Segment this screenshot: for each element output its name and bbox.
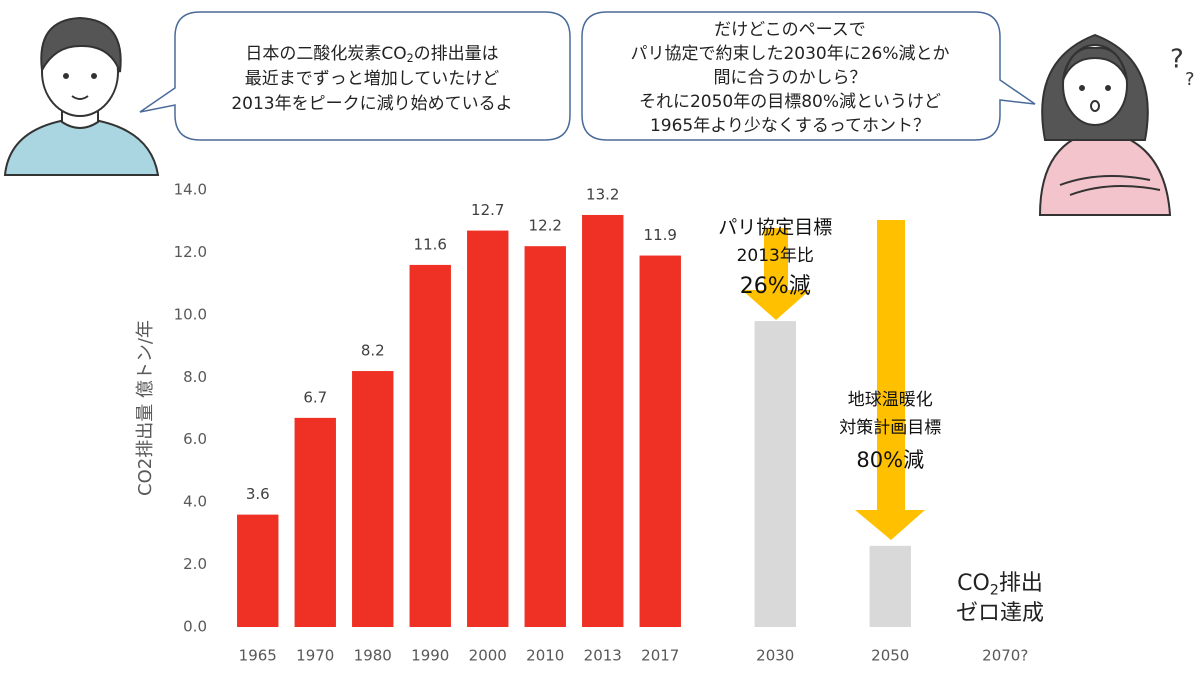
- y-tick-label: 2.0: [183, 555, 207, 573]
- bar: [582, 214, 624, 627]
- text-part: の排出量は: [414, 44, 499, 64]
- data-label: 11.6: [414, 235, 447, 253]
- x-tick-label: 2010: [526, 647, 564, 665]
- arrow: [855, 220, 925, 540]
- arrow: [742, 228, 810, 320]
- bar: [352, 371, 394, 627]
- data-label: 12.7: [471, 201, 504, 219]
- y-axis-label: CO2排出量 億トン/年: [135, 320, 156, 496]
- x-tick-label: 2000: [469, 647, 507, 665]
- annotation: 26%減: [740, 274, 811, 299]
- data-label: 11.9: [644, 226, 677, 244]
- annotation: パリ協定目標: [718, 217, 832, 239]
- bar: [869, 545, 911, 627]
- bubble-text: 2013年をピークに減り始めているよ: [231, 94, 512, 114]
- subscript: 2: [407, 52, 414, 65]
- text-part: CO: [957, 571, 990, 596]
- x-tick-label: 2017: [641, 647, 679, 665]
- text-part: 日本の二酸化炭素CO: [245, 44, 406, 64]
- bubble-text: だけどこのペースで: [714, 20, 866, 40]
- person-left: [3, 16, 160, 176]
- bar: [237, 514, 279, 627]
- bar: [754, 321, 796, 627]
- y-tick-label: 10.0: [174, 305, 207, 323]
- x-tick-label: 1990: [411, 647, 449, 665]
- bubble-text: それに2050年の目標80%減というけど: [639, 92, 941, 112]
- annotation: ゼロ達成: [956, 601, 1044, 626]
- y-tick-label: 12.0: [174, 243, 207, 261]
- svg-text:?: ?: [1170, 45, 1184, 75]
- annotation: 対策計画目標: [839, 418, 941, 438]
- annotation: 2013年比: [737, 246, 814, 266]
- subscript: 2: [990, 583, 999, 599]
- data-label: 3.6: [246, 485, 270, 503]
- data-label: 8.2: [361, 342, 385, 360]
- text-part: 最近までずっと増加していたけど: [245, 69, 500, 89]
- x-tick-label: 2050: [871, 647, 909, 665]
- text-part: ゼロ達成: [956, 601, 1044, 626]
- text-part: 2013年をピークに減り始めているよ: [231, 94, 512, 114]
- y-tick-label: 8.0: [183, 368, 207, 386]
- annotation: 地球温暖化: [848, 390, 933, 410]
- x-tick-label: 1970: [296, 647, 334, 665]
- bubble-text: 最近までずっと増加していたけど: [245, 69, 500, 89]
- x-tick-label: 1980: [354, 647, 392, 665]
- text-part: 排出: [999, 571, 1043, 596]
- x-tick-label: 1965: [239, 647, 277, 665]
- bar: [467, 230, 509, 628]
- bubble-text: 1965年より少なくするってホント？: [650, 116, 930, 136]
- y-tick-label: 6.0: [183, 430, 207, 448]
- y-tick-label: 14.0: [174, 181, 207, 199]
- svg-text:?: ?: [1185, 69, 1195, 90]
- y-tick-label: 0.0: [183, 618, 207, 636]
- bar: [409, 264, 451, 627]
- bubble-text: パリ協定で約束した2030年に26%減とか: [630, 44, 949, 64]
- data-label: 13.2: [586, 185, 619, 203]
- x-tick-label: 2070?: [982, 647, 1028, 665]
- bar: [524, 246, 566, 627]
- x-tick-label: 2013: [584, 647, 622, 665]
- data-label: 6.7: [303, 388, 327, 406]
- person-right: ? ?: [1038, 33, 1195, 216]
- bubble-text: 間に合うのかしら？: [714, 68, 867, 88]
- speech-bubble: [581, 11, 1036, 141]
- bubble-text: 日本の二酸化炭素CO2の排出量は: [245, 44, 498, 65]
- y-tick-label: 4.0: [183, 493, 207, 511]
- data-label: 12.2: [529, 217, 562, 235]
- speech-bubble: [139, 11, 571, 141]
- annotation: CO2排出: [957, 571, 1043, 599]
- x-tick-label: 2030: [756, 647, 794, 665]
- bar: [294, 417, 336, 627]
- bar: [639, 255, 681, 628]
- annotation: 80%減: [856, 448, 924, 472]
